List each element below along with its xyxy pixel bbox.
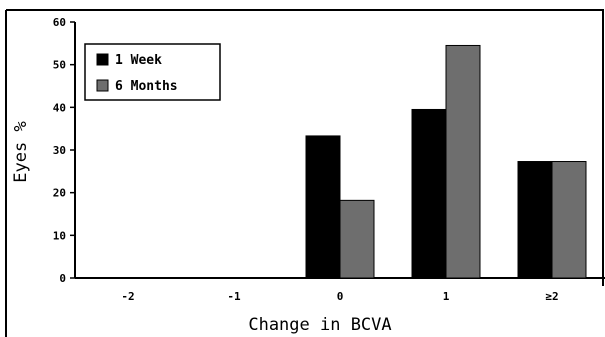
y-tick-label: 50: [53, 59, 66, 72]
x-tick-label: -2: [121, 290, 134, 303]
y-tick-label: 30: [53, 144, 66, 157]
x-tick-group: -2 -1 0 1 ≥2: [121, 290, 558, 303]
legend-swatch-1-week: [96, 53, 109, 66]
bar-6-months: [445, 44, 481, 279]
x-tick-label: ≥2: [545, 290, 558, 303]
bar-group: [305, 44, 587, 279]
x-tick-label: 0: [337, 290, 344, 303]
legend-swatch-6-months: [96, 79, 109, 92]
bar-6-months: [551, 161, 587, 279]
x-axis-title: Change in BCVA: [248, 315, 391, 335]
y-tick-group: 0 10 20 30 40 50 60: [53, 16, 75, 285]
y-tick-label: 0: [59, 272, 66, 285]
y-axis-title: Eyes %: [11, 121, 31, 182]
legend-label-6-months: 6 Months: [115, 79, 178, 94]
x-tick-label: 1: [443, 290, 450, 303]
bar-1-week: [517, 161, 553, 279]
bar-1-week: [411, 108, 447, 279]
x-tick-label: -1: [227, 290, 241, 303]
legend-label-1-week: 1 Week: [115, 53, 162, 68]
y-tick-label: 60: [53, 16, 66, 29]
y-tick-label: 40: [53, 101, 66, 114]
y-tick-label: 20: [53, 187, 66, 200]
legend: 1 Week 6 Months: [84, 43, 221, 101]
y-tick-label: 10: [53, 229, 66, 242]
bar-1-week: [305, 135, 341, 279]
bar-6-months: [339, 199, 375, 279]
